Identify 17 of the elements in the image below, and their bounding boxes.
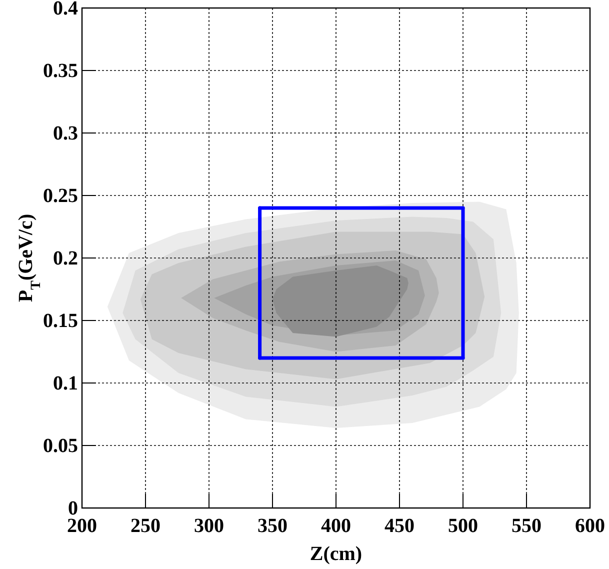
y-tick-label: 0.1 <box>53 372 78 394</box>
y-tick-label: 0.4 <box>53 0 78 20</box>
y-tick-label: 0.35 <box>43 60 78 82</box>
y-tick-label: 0.15 <box>43 310 78 332</box>
x-tick-label: 250 <box>130 515 160 538</box>
x-tick-label: 450 <box>384 515 414 538</box>
x-tick-label: 300 <box>194 515 224 538</box>
y-tick-label: 0.3 <box>53 122 78 144</box>
x-tick-label: 600 <box>575 515 605 538</box>
x-tick-label: 500 <box>448 515 478 538</box>
y-tick-label: 0.25 <box>43 184 78 207</box>
y-tick-label: 0.05 <box>43 434 78 457</box>
x-axis-title: Z(cm) <box>310 543 362 565</box>
y-tick-label: 0.2 <box>53 247 78 270</box>
x-tick-label: 550 <box>512 515 542 538</box>
x-tick-label: 400 <box>321 515 351 538</box>
x-tick-label: 350 <box>258 515 288 538</box>
